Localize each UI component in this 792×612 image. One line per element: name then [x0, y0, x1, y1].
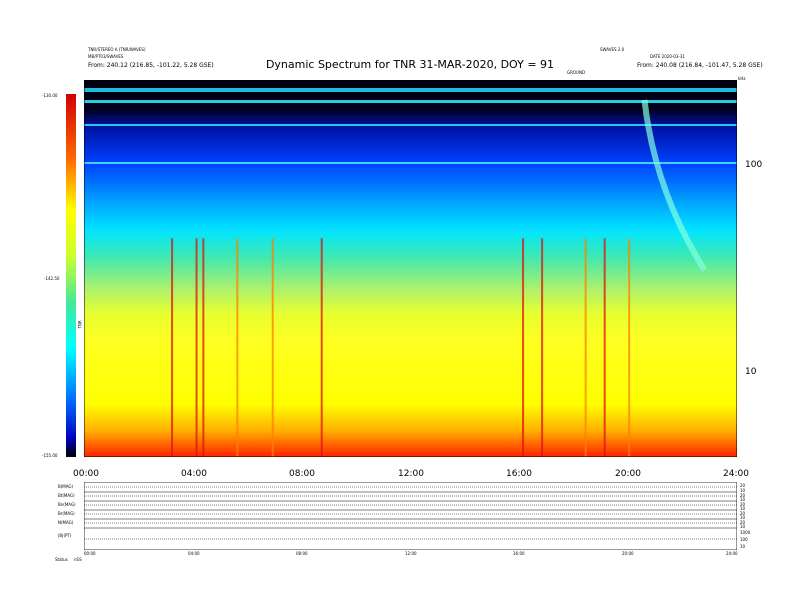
y-tick-10: 10 [745, 367, 757, 377]
panel-right-tick-2a: 20 [740, 493, 746, 498]
panel-label-1: B(MAG) [58, 484, 74, 489]
panel-label-3: Bn(MAG) [58, 502, 76, 507]
header-right-line3: From: 240.08 (216.84, -101.47, 5.28 GSE) [637, 62, 763, 69]
burst-5 [320, 238, 323, 457]
x-tick-3: 12:00 [398, 469, 424, 479]
corner-unit-tag: kHz [738, 76, 746, 81]
panel-right-tick-4b: 10 [740, 515, 746, 520]
panel-label-4: Br(MAG) [58, 511, 75, 516]
burst-10 [628, 238, 631, 457]
lower-x-tick-3: 12:00 [405, 551, 417, 556]
spectrogram-plot [84, 80, 737, 457]
panel-right-tick-5b: 10 [740, 524, 746, 529]
burst-8 [584, 238, 587, 457]
panel-right-tick-4a: 20 [740, 511, 746, 516]
x-tick-1: 04:00 [181, 469, 207, 479]
panel-right-tick-6b: 100 [740, 537, 748, 542]
burst-6 [522, 238, 525, 457]
header-right-line2: DATE 2020-03-31 [650, 54, 685, 59]
interference-line-1 [84, 100, 737, 103]
header-right-line1: SWAVES 2.0 [600, 47, 625, 52]
panel-right-tick-1b: 10 [740, 488, 746, 493]
burst-4 [271, 238, 274, 457]
interference-line-0 [84, 88, 737, 92]
colorbar-tick-bottom: -155.00 [42, 453, 58, 458]
burst-9 [603, 238, 606, 457]
panel-right-tick-3a: 20 [740, 502, 746, 507]
x-tick-0: 00:00 [73, 469, 99, 479]
lower-panels [84, 482, 737, 550]
lower-x-tick-4: 16:00 [513, 551, 525, 556]
status-value: nSS [74, 557, 82, 562]
y-tick-100: 100 [745, 160, 763, 170]
panel-right-tick-5a: 20 [740, 520, 746, 525]
chart-title: Dynamic Spectrum for TNR 31-MAR-2020, DO… [265, 58, 555, 71]
colorbar [66, 94, 76, 457]
lower-x-tick-2: 08:00 [296, 551, 308, 556]
header-left-line2: MB/PT03/SWAVES [88, 54, 124, 59]
panel-label-6: |B|(PT) [58, 533, 72, 538]
panel-label-5: N(MAG) [58, 520, 74, 525]
burst-0 [171, 238, 174, 457]
colorbar-label: TNR [77, 320, 83, 329]
x-tick-5: 20:00 [615, 469, 641, 479]
panel-right-tick-1a: 20 [740, 483, 746, 488]
header-left-line1: TNR/STEREO A (TNR/WAVES) [88, 47, 146, 52]
burst-2 [202, 238, 205, 457]
x-tick-4: 16:00 [506, 469, 532, 479]
panel-right-tick-6a: 1000 [740, 530, 751, 535]
panel-right-tick-6c: 10 [740, 544, 746, 549]
type-iii-burst [641, 99, 708, 272]
interference-line-2 [84, 124, 737, 126]
lower-x-tick-0: 00:00 [84, 551, 96, 556]
status-label: Status [55, 557, 68, 562]
lower-x-tick-6: 24:00 [726, 551, 738, 556]
colorbar-tick-top: -130.00 [42, 93, 58, 98]
colorbar-tick-mid: -142.50 [44, 276, 60, 281]
lower-x-tick-5: 20:00 [622, 551, 634, 556]
header-center-tag: GROUND [567, 70, 586, 75]
header-left-line3: From: 240.12 (216.85, -101.22, 5.28 GSE) [88, 62, 214, 69]
panel-right-tick-2b: 10 [740, 497, 746, 502]
x-tick-2: 08:00 [289, 469, 315, 479]
x-tick-6: 24:00 [723, 469, 749, 479]
panel-label-2: Bt(MAG) [58, 493, 75, 498]
burst-1 [195, 238, 198, 457]
panel-right-tick-3b: 10 [740, 506, 746, 511]
lower-x-tick-1: 04:00 [188, 551, 200, 556]
interference-line-3 [84, 162, 737, 164]
interference-line-4 [84, 230, 737, 231]
burst-3 [236, 238, 239, 457]
burst-7 [541, 238, 544, 457]
